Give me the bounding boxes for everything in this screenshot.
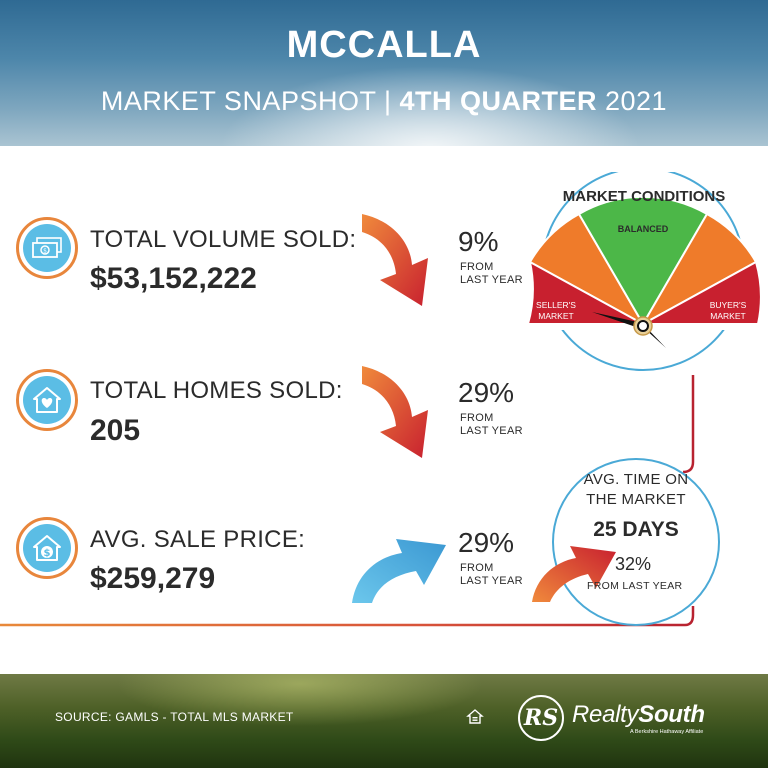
- price-icon-badge: $: [16, 517, 78, 579]
- price-value: $259,279: [90, 562, 216, 595]
- house-dollar-icon: $: [23, 524, 71, 572]
- volume-down-arrow-icon: [362, 214, 428, 306]
- gauge-balanced-label: BALANCED: [618, 224, 669, 234]
- time-on-market-title: AVG. TIME ON THE MARKET: [583, 471, 689, 508]
- market-conditions-title: MARKET CONDITIONS: [562, 188, 726, 205]
- page-title: MCCALLA: [286, 24, 482, 66]
- homes-icon-badge: [16, 369, 78, 431]
- gauge-buyers-label-1: BUYER'S: [710, 300, 747, 310]
- header-background: [0, 0, 768, 146]
- svg-text:$: $: [44, 548, 51, 559]
- time-on-market-change: 32%: [615, 554, 652, 574]
- page-subtitle: MARKET SNAPSHOT | 4TH QUARTER 2021: [100, 86, 668, 116]
- homes-change-note: FROM LAST YEAR: [460, 412, 523, 437]
- time-on-market-change-note: FROM LAST YEAR: [587, 580, 683, 592]
- svg-text:$: $: [43, 248, 47, 255]
- price-change: 29%: [458, 527, 515, 558]
- gauge-needle: [592, 312, 666, 348]
- money-icon: $: [23, 224, 71, 272]
- price-change-note: FROM LAST YEAR: [460, 562, 523, 587]
- homes-down-arrow-icon: [362, 366, 428, 458]
- gauge-sellers-label-2: MARKET: [538, 311, 573, 321]
- volume-icon-badge: $: [16, 217, 78, 279]
- equal-housing-icon: [466, 709, 484, 724]
- market-conditions-gauge: BALANCED SELLER'S MARKET BUYER'S MARKET: [526, 172, 762, 371]
- realty-south-logo-mark: RS: [518, 695, 564, 741]
- gauge-buyers-label-2: MARKET: [710, 311, 745, 321]
- house-heart-icon: [23, 376, 71, 424]
- realty-south-tagline: A Berkshire Hathaway Affiliate: [630, 729, 704, 735]
- volume-change: 9%: [458, 226, 499, 257]
- price-up-arrow-icon: [352, 539, 446, 603]
- homes-value: 205: [90, 414, 141, 447]
- homes-label: TOTAL HOMES SOLD:: [90, 377, 343, 404]
- price-label: AVG. SALE PRICE:: [90, 526, 306, 553]
- volume-value: $53,152,222: [90, 262, 257, 295]
- time-on-market-badge: [552, 458, 720, 626]
- footer-background: [0, 674, 768, 768]
- volume-label: TOTAL VOLUME SOLD:: [90, 226, 357, 253]
- gauge-sellers-label-1: SELLER'S: [536, 300, 576, 310]
- volume-change-note: FROM LAST YEAR: [460, 261, 523, 286]
- time-on-market-days: 25 DAYS: [593, 518, 679, 541]
- time-up-arrow-icon: [532, 546, 616, 602]
- source-note: SOURCE: GAMLS - TOTAL MLS MARKET: [55, 710, 294, 724]
- realty-south-logo-word: RealtySouth: [572, 701, 705, 728]
- homes-change: 29%: [458, 377, 515, 408]
